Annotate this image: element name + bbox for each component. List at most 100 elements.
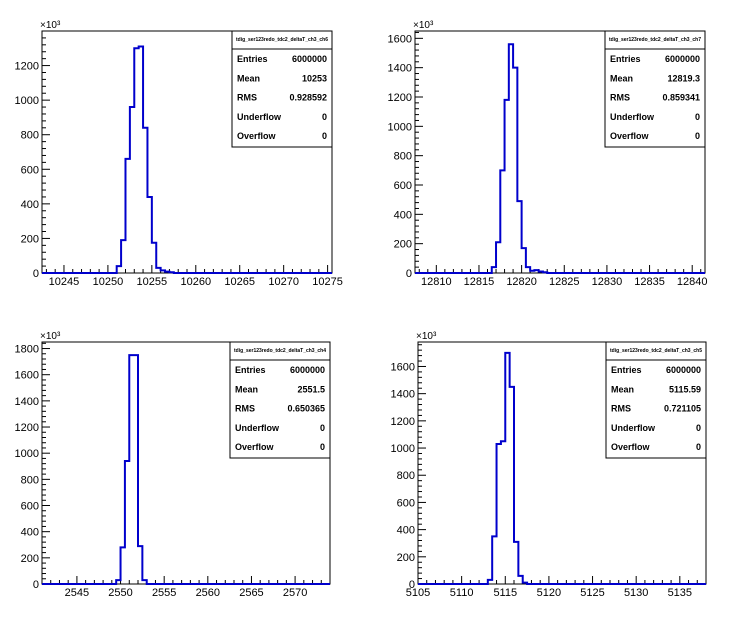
stats-box-frame (229, 341, 331, 459)
histogram-panel-1: 10245 10250 10255 10260 10265 10270 10275 0 200 4… (15, 20, 343, 288)
stats-value-overflow: 0 (320, 442, 325, 452)
stats-label-overflow: Overflow (610, 131, 650, 141)
x-tick-label: 5120 (537, 587, 561, 599)
stats-value-entries: 6000000 (666, 365, 701, 375)
y-tick-label: 400 (21, 527, 39, 539)
x-tick-label: 2545 (65, 587, 89, 599)
y-tick-label: 1800 (15, 344, 39, 356)
stats-box-title: tdig_ser123redo_tdc2_deltaT_ch3_ch4 (234, 348, 326, 354)
y-tick-label: 600 (21, 164, 39, 176)
stats-value-underflow: 0 (322, 112, 327, 122)
stats-value-rms: 0.928592 (289, 93, 327, 103)
x-tick-label: 12815 (464, 276, 495, 288)
y-tick-label: 1000 (391, 443, 415, 455)
histogram-line (42, 45, 332, 274)
y-tick-label: 0 (33, 268, 39, 280)
y-tick-label: 1200 (391, 416, 415, 428)
histogram-bin (501, 441, 505, 584)
stats-label-entries: Entries (610, 54, 641, 64)
y-tick-label: 0 (406, 268, 412, 280)
stats-label-underflow: Underflow (237, 112, 282, 122)
x-tick-label: 5105 (406, 587, 430, 599)
stats-label-mean: Mean (610, 73, 633, 83)
y-tick-label: 800 (21, 130, 39, 142)
stats-label-rms: RMS (611, 404, 631, 414)
x-tick-label: 2555 (152, 587, 176, 599)
stats-value-entries: 6000000 (290, 365, 325, 375)
stats-label-rms: RMS (237, 93, 257, 103)
x-tick-label: 12835 (634, 276, 665, 288)
y-tick-label: 600 (397, 497, 415, 509)
stats-label-rms: RMS (235, 404, 255, 414)
stats-label-underflow: Underflow (611, 423, 656, 433)
stats-value-underflow: 0 (695, 112, 700, 122)
stats-box-frame (604, 30, 706, 148)
x-tick-label: 2550 (108, 587, 132, 599)
y-tick-label: 1400 (15, 396, 39, 408)
y-tick-label: 800 (21, 474, 39, 486)
stats-value-underflow: 0 (696, 423, 701, 433)
stats-value-entries: 6000000 (292, 54, 327, 64)
stats-box: tdig_ser123redo_tdc2_deltaT_ch3_ch7 Entri… (604, 30, 706, 148)
x-tick-label: 5135 (668, 587, 692, 599)
histogram-line (418, 351, 706, 585)
y-tick-label: 0 (409, 579, 415, 591)
stats-label-overflow: Overflow (235, 442, 275, 452)
stats-box-title: tdig_ser123redo_tdc2_deltaT_ch3_ch5 (610, 348, 702, 354)
y-tick-label: 1400 (388, 63, 412, 75)
y-tick-label: 1600 (388, 33, 412, 45)
stats-value-rms: 0.859341 (662, 93, 700, 103)
stats-value-underflow: 0 (320, 423, 325, 433)
stats-value-rms: 0.721105 (664, 404, 701, 414)
stats-label-underflow: Underflow (235, 423, 280, 433)
stats-label-mean: Mean (611, 384, 634, 394)
x-tick-label: 12810 (421, 276, 452, 288)
x-tick-label: 5110 (450, 587, 474, 599)
x-tick-label: 12840 (677, 276, 708, 288)
x-tick-label: 10275 (312, 276, 343, 288)
y-tick-label: 1600 (15, 370, 39, 382)
stats-label-rms: RMS (610, 93, 630, 103)
x-tick-label: 2560 (196, 587, 220, 599)
x-tick-label: 2570 (283, 587, 307, 599)
stats-box: tdig_ser123redo_tdc2_deltaT_ch3_ch5 Entri… (605, 341, 707, 459)
stats-label-overflow: Overflow (237, 131, 277, 141)
stats-value-mean: 2551.5 (297, 384, 325, 394)
stats-label-mean: Mean (235, 384, 258, 394)
y-tick-label: 1600 (391, 361, 415, 373)
stats-box-frame (231, 30, 333, 148)
histogram-panel-4: 5105 5110 5115 5120 5125 5130 5135 0 200 400 600 80… (391, 331, 707, 599)
stats-value-overflow: 0 (322, 131, 327, 141)
stats-label-entries: Entries (235, 365, 266, 375)
stats-label-overflow: Overflow (611, 442, 651, 452)
stats-label-entries: Entries (237, 54, 268, 64)
y-tick-label: 1000 (388, 121, 412, 133)
y-tick-label: 800 (397, 470, 415, 482)
stats-value-overflow: 0 (695, 131, 700, 141)
y-tick-label: 200 (394, 239, 412, 251)
y-exponent-label: ×10³ (40, 331, 61, 342)
x-tick-label: 10260 (180, 276, 211, 288)
y-tick-label: 1200 (15, 422, 39, 434)
x-tick-label: 10245 (49, 276, 80, 288)
y-tick-label: 400 (394, 209, 412, 221)
stats-value-entries: 6000000 (665, 54, 700, 64)
x-tick-label: 10265 (224, 276, 255, 288)
y-tick-label: 1200 (388, 92, 412, 104)
stats-value-mean: 10253 (302, 73, 327, 83)
y-tick-label: 600 (394, 180, 412, 192)
stats-box-title: tdig_ser123redo_tdc2_deltaT_ch3_ch7 (609, 37, 701, 43)
stats-box: tdig_ser123redo_tdc2_deltaT_ch3_ch6 Entri… (231, 30, 333, 148)
y-exponent-label: ×10³ (416, 331, 437, 342)
y-tick-label: 800 (394, 151, 412, 163)
y-tick-label: 1200 (15, 61, 39, 73)
histogram-line (415, 43, 705, 274)
histogram-panel-3: 2545 2550 2555 2560 2565 2570 0 200 400 600 800 100… (15, 331, 331, 599)
x-tick-label: 5130 (624, 587, 648, 599)
y-tick-label: 1000 (15, 95, 39, 107)
y-tick-label: 1000 (15, 448, 39, 460)
y-tick-label: 1400 (391, 389, 415, 401)
y-tick-label: 600 (21, 501, 39, 513)
x-tick-label: 2565 (239, 587, 263, 599)
